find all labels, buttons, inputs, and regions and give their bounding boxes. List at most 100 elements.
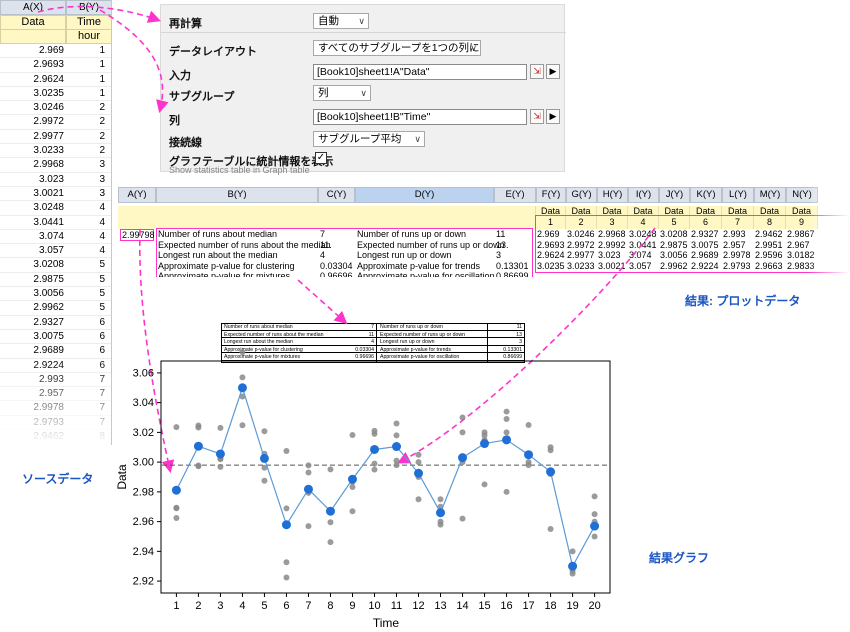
table-row[interactable]: 3.0233 2 [0, 144, 111, 159]
stat-cell[interactable]: 0.96696 [320, 271, 353, 277]
result-column-header[interactable]: L(Y) [722, 187, 754, 203]
menu-arrow-button[interactable]: ▶ [546, 64, 560, 79]
units-b[interactable]: hour [66, 29, 111, 44]
result-column-header[interactable]: B(Y) [156, 187, 318, 203]
table-row[interactable]: 2.9624 1 [0, 73, 111, 87]
stat-cell[interactable]: Number of runs up or down [357, 229, 467, 239]
result-column-header[interactable]: M(Y) [754, 187, 786, 203]
column-header-a[interactable]: A(X) [0, 0, 66, 15]
cell-data[interactable]: 3.057 [38, 245, 64, 257]
grid-cell[interactable]: 3.0233 [567, 260, 595, 271]
cell-data[interactable]: 2.9689 [33, 345, 64, 357]
cell-time[interactable]: 2 [99, 116, 105, 128]
cell-time[interactable]: 5 [99, 288, 105, 300]
group-number[interactable]: 3 [597, 217, 628, 229]
input-range-field[interactable]: [Book10]sheet1!A"Data" [313, 64, 527, 80]
graph-stats-table[interactable]: Number of runs about median 7 Number of ru… [221, 323, 525, 363]
grid-cell[interactable]: 3.0248 [629, 229, 657, 239]
grid-cell[interactable]: 2.9978 [723, 250, 751, 260]
subgroup-combo[interactable]: 列 ∨ [313, 85, 371, 101]
cell-data[interactable]: 3.0441 [33, 216, 64, 228]
select-range-icon[interactable]: ⇲ [530, 109, 544, 124]
grid-cell[interactable]: 2.9833 [787, 260, 815, 271]
select-range-icon[interactable]: ⇲ [530, 64, 544, 79]
stat-cell[interactable]: Expected number of runs up or down [357, 239, 505, 250]
median-cell[interactable]: 2.99798 [120, 229, 155, 241]
cell-data[interactable]: 3.0075 [33, 330, 64, 342]
cell-time[interactable]: 1 [99, 87, 105, 99]
cell-data[interactable]: 3.0235 [33, 87, 64, 99]
table-row[interactable]: 3.0441 4 [0, 216, 111, 230]
grid-cell[interactable]: 2.9624 [537, 250, 565, 260]
cell-data[interactable]: 3.0056 [33, 288, 64, 300]
cell-data[interactable]: 2.9875 [33, 273, 64, 285]
grid-cell[interactable]: 2.9875 [660, 239, 688, 250]
table-row[interactable]: 2.9693 1 [0, 58, 111, 73]
group-number[interactable]: 2 [566, 217, 597, 229]
grid-cell[interactable]: 3.0182 [787, 250, 815, 260]
column-range-field[interactable]: [Book10]sheet1!B"Time" [313, 109, 527, 125]
cell-time[interactable]: 6 [99, 316, 105, 328]
result-column-header[interactable]: D(Y) [355, 187, 494, 203]
cell-time[interactable]: 2 [99, 145, 105, 157]
cell-data[interactable]: 3.023 [38, 173, 64, 185]
menu-arrow-button[interactable]: ▶ [546, 109, 560, 124]
grid-cell[interactable]: 2.993 [723, 229, 746, 239]
table-row[interactable]: 3.0248 4 [0, 201, 111, 216]
stat-cell[interactable]: Longest run about the median [158, 250, 278, 260]
stat-cell[interactable]: 0.86699 [496, 271, 529, 277]
result-column-header[interactable]: C(Y) [318, 187, 355, 203]
cell-time[interactable]: 6 [99, 345, 105, 357]
group-number[interactable]: 7 [722, 217, 754, 229]
grid-cell[interactable]: 2.967 [787, 239, 810, 250]
stat-cell[interactable]: 11. [320, 239, 332, 250]
grid-cell[interactable]: 2.9596 [755, 250, 783, 260]
grid-cell[interactable]: 3.074 [629, 250, 652, 260]
group-number[interactable]: 6 [690, 217, 722, 229]
grid-cell[interactable]: 2.969 [537, 229, 560, 239]
result-worksheet[interactable]: A(Y) B(Y) C(Y) D(Y) E(Y) F(Y) G(Y) H(Y) I(Y) J(Y)… [118, 187, 850, 277]
stat-cell[interactable]: Approximate p-value for trends [357, 260, 481, 271]
cell-data[interactable]: 3.0208 [33, 259, 64, 271]
grid-cell[interactable]: 2.9793 [723, 260, 751, 271]
cell-time[interactable]: 3 [99, 173, 105, 185]
stat-cell[interactable]: 13. [496, 239, 509, 250]
grid-cell[interactable]: 2.9951 [755, 239, 783, 250]
cell-time[interactable]: 3 [99, 159, 105, 171]
cell-time[interactable]: 1 [99, 59, 105, 71]
table-row[interactable]: 3.0075 6 [0, 330, 111, 345]
grid-cell[interactable]: 2.9977 [567, 250, 595, 260]
grid-cell[interactable]: 2.9689 [691, 250, 719, 260]
grid-cell[interactable]: 3.057 [629, 260, 652, 271]
stat-cell[interactable]: Longest run up or down [357, 250, 452, 260]
stat-cell[interactable]: Approximate p-value for oscillation [357, 271, 495, 277]
cell-data[interactable]: 2.9624 [33, 73, 64, 85]
stat-cell[interactable]: 7 [320, 229, 326, 239]
cell-time[interactable]: 2 [99, 102, 105, 114]
table-row[interactable]: 3.0021 3 [0, 187, 111, 202]
cell-time[interactable]: 4 [99, 230, 105, 242]
table-row[interactable]: 2.969 1 [0, 44, 111, 59]
grid-cell[interactable]: 2.9693 [537, 239, 565, 250]
cell-data[interactable]: 3.074 [38, 230, 64, 242]
grid-cell[interactable]: 3.0056 [660, 250, 688, 260]
result-column-header[interactable]: G(Y) [566, 187, 597, 203]
grid-cell[interactable]: 2.9992 [598, 239, 626, 250]
cell-data[interactable]: 2.9327 [33, 316, 64, 328]
table-row[interactable]: 2.9689 6 [0, 344, 111, 359]
result-column-header[interactable]: J(Y) [659, 187, 690, 203]
cell-time[interactable]: 6 [99, 330, 105, 342]
grid-cell[interactable]: 3.0246 [567, 229, 595, 239]
grid-cell[interactable]: 2.9224 [691, 260, 719, 271]
table-row[interactable]: 3.023 3 [0, 173, 111, 187]
grid-cell[interactable]: 2.9867 [787, 229, 815, 239]
grid-cell[interactable]: 3.023 [598, 250, 621, 260]
table-row[interactable]: 2.9875 5 [0, 273, 111, 288]
grid-cell[interactable]: 2.9968 [598, 229, 626, 239]
table-row[interactable]: 2.9327 6 [0, 316, 111, 330]
stat-cell[interactable]: Number of runs about median [158, 229, 278, 239]
result-column-header[interactable]: F(Y) [536, 187, 566, 203]
stat-cell[interactable]: 0.13301 [496, 260, 529, 271]
table-row[interactable]: 2.9968 3 [0, 158, 111, 173]
